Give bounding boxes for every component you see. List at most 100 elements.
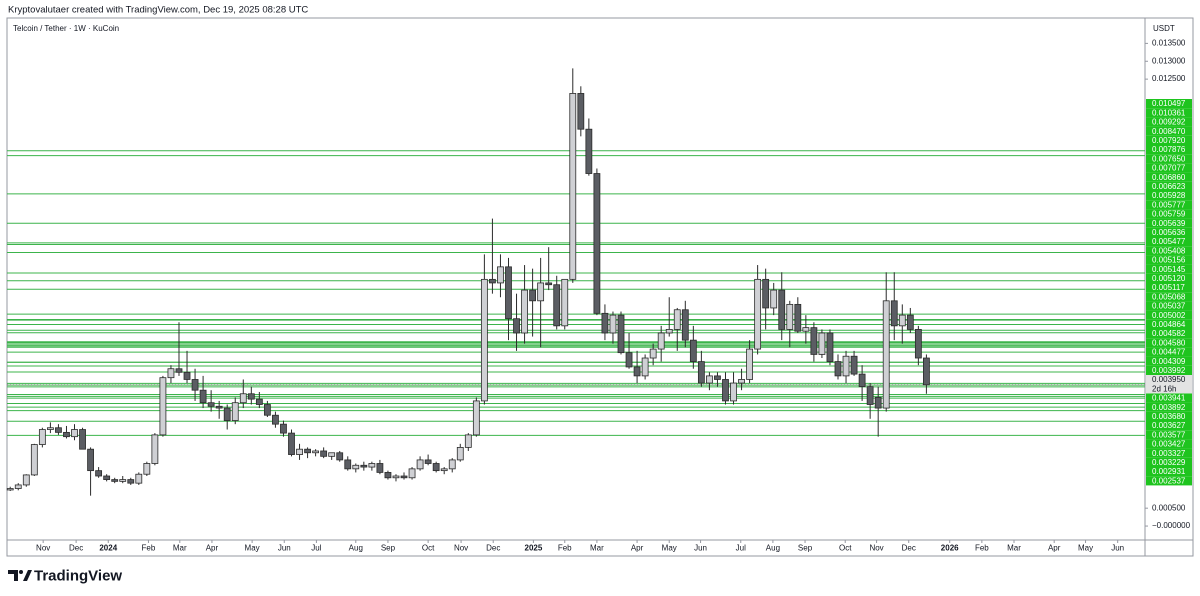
logo: TradingView <box>8 567 122 584</box>
level-label: 0.006860 <box>1152 173 1186 182</box>
candle-body <box>400 475 408 479</box>
x-tick-label: Nov <box>454 544 468 553</box>
level-label: 0.005156 <box>1152 256 1186 265</box>
candle-body <box>207 402 215 407</box>
level-label: 0.003327 <box>1152 449 1186 458</box>
level-label-box <box>1146 301 1192 311</box>
level-label: 0.007650 <box>1152 154 1186 163</box>
level-label-box <box>1146 154 1192 164</box>
candle-body <box>882 300 890 409</box>
level-label: 0.010361 <box>1152 108 1186 117</box>
axes: 0.013500 0.013000 0.012500 0.000500 −0.00000… <box>36 38 1192 553</box>
candle-body <box>416 459 424 470</box>
candles <box>6 68 930 496</box>
candle-body <box>255 398 263 405</box>
level-label-box <box>1146 181 1192 191</box>
candle-body <box>159 377 167 436</box>
candle-body <box>625 352 633 368</box>
candle-body <box>231 402 239 421</box>
candle-body <box>778 289 786 330</box>
candle-body <box>223 407 231 421</box>
y-tick-label: 0.012500 <box>1152 74 1186 83</box>
level-label: 0.004309 <box>1152 357 1186 366</box>
candle-body <box>376 463 384 473</box>
candle-body <box>151 434 159 464</box>
candle-body <box>521 289 528 334</box>
x-tick-label: Dec <box>69 544 83 553</box>
x-tick-label: Apr <box>631 544 644 553</box>
x-tick-label: May <box>1078 544 1093 553</box>
candle-body <box>272 414 279 425</box>
level-label: 0.005037 <box>1152 302 1186 311</box>
level-label-box <box>1146 411 1192 421</box>
x-tick-label: 2026 <box>941 544 959 553</box>
level-label: 0.009292 <box>1152 118 1186 127</box>
last-price-box <box>1146 375 1192 394</box>
candle-body <box>352 464 360 470</box>
candle-body <box>95 470 103 477</box>
candle-body <box>55 427 62 433</box>
candle-body <box>842 355 850 377</box>
candle-body <box>513 318 520 334</box>
candle-body <box>810 327 818 355</box>
level-label: 0.005002 <box>1152 311 1186 320</box>
x-tick-label: Jul <box>736 544 746 553</box>
level-label: 0.003892 <box>1152 403 1186 412</box>
level-label-box <box>1146 163 1192 173</box>
candle-body <box>183 371 191 380</box>
level-label-box <box>1146 99 1192 109</box>
candle-body <box>79 429 86 450</box>
level-label: 0.003680 <box>1152 412 1186 421</box>
x-tick-label: Nov <box>36 544 50 553</box>
candle-body <box>673 309 681 330</box>
candle-body <box>730 382 737 402</box>
candle-body <box>424 459 432 464</box>
candle-body <box>617 314 625 354</box>
level-label-box <box>1146 347 1192 357</box>
candle-body <box>448 459 456 470</box>
frame <box>6 17 1194 557</box>
candle-body <box>529 289 537 302</box>
candle-body <box>119 479 127 482</box>
candle-body <box>191 379 199 391</box>
candle-body <box>874 396 882 409</box>
x-tick-label: Mar <box>1007 544 1021 553</box>
level-label: 0.004864 <box>1152 320 1186 329</box>
x-tick-label: Apr <box>1048 544 1061 553</box>
candle-body <box>826 332 834 362</box>
level-label: 0.002537 <box>1152 476 1186 485</box>
level-label-box <box>1146 457 1192 467</box>
level-label: 0.003992 <box>1152 366 1186 375</box>
x-tick-label: Mar <box>173 544 187 553</box>
candle-body <box>738 379 745 384</box>
candle-body <box>63 431 70 438</box>
candle-body <box>923 357 930 386</box>
level-label: 0.005408 <box>1152 246 1186 255</box>
level-label: 0.005145 <box>1152 265 1186 274</box>
candle-body <box>328 452 336 457</box>
candle-body <box>746 348 753 380</box>
candle-body <box>770 289 778 309</box>
level-label-box <box>1146 117 1192 127</box>
x-tick-label: Oct <box>422 544 435 553</box>
level-label: 0.005928 <box>1152 191 1186 200</box>
candle-body <box>609 314 617 334</box>
candle-body <box>641 357 649 377</box>
candle-body <box>706 375 713 384</box>
candle-body <box>577 93 585 130</box>
candle-body <box>263 404 271 416</box>
candle-body <box>898 314 906 327</box>
level-label-box <box>1146 145 1192 155</box>
x-tick-label: 2024 <box>99 544 117 553</box>
level-label: 0.005777 <box>1152 200 1186 209</box>
level-label: 0.007876 <box>1152 145 1186 154</box>
level-label: 0.007920 <box>1152 136 1186 145</box>
y-tick-label: −0.000000 <box>1152 521 1191 530</box>
candle-body <box>239 393 247 404</box>
level-label: 0.004477 <box>1152 348 1186 357</box>
y-tick-label: 0.013000 <box>1152 56 1186 65</box>
candle-body <box>714 375 721 380</box>
level-label: 0.005068 <box>1152 292 1186 301</box>
level-label-box <box>1146 338 1192 348</box>
candle-body <box>384 472 392 479</box>
